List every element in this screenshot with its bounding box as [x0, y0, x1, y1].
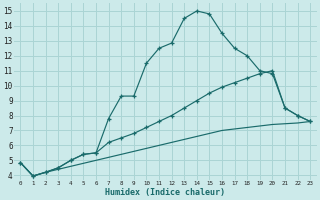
X-axis label: Humidex (Indice chaleur): Humidex (Indice chaleur) [105, 188, 225, 197]
